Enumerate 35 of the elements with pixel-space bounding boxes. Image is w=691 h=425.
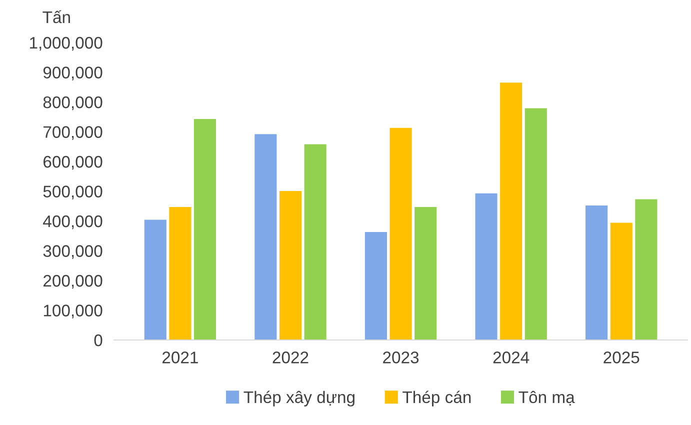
bar [304, 144, 326, 340]
x-tick-label: 2025 [604, 352, 640, 364]
legend-label: Thép cán [402, 390, 471, 406]
bar [144, 220, 166, 340]
y-tick-label: 100,000 [44, 304, 102, 318]
bar [279, 190, 302, 340]
y-tick-label: 300,000 [43, 245, 102, 259]
bar [364, 232, 387, 340]
bar [500, 82, 522, 340]
y-axis-title: Tấn [42, 10, 70, 24]
bar [194, 118, 216, 340]
y-tick-label: 500,000 [43, 186, 102, 200]
y-tick-label: 900,000 [43, 66, 102, 80]
bar [390, 128, 412, 340]
x-tick-label: 2022 [272, 352, 308, 364]
y-tick-label: 1,000,000 [30, 36, 102, 51]
y-tick-label: 200,000 [44, 274, 102, 289]
bar [414, 207, 437, 340]
legend-label: Thép xây dựng [244, 390, 354, 406]
bar [254, 134, 277, 340]
y-tick-label: 700,000 [44, 126, 102, 140]
bar [610, 222, 632, 340]
x-tick-label: 2021 [162, 352, 198, 364]
y-tick-label: 800,000 [43, 96, 102, 110]
y-tick-label: 400,000 [43, 215, 102, 230]
y-tick-label: 600,000 [44, 156, 102, 170]
bar [524, 108, 547, 340]
bar [169, 207, 192, 340]
bar [586, 206, 608, 340]
legend-label: Tôn mạ [518, 390, 575, 406]
bar [475, 193, 498, 340]
y-tick-label: 0 [94, 334, 102, 346]
x-tick-label: 2024 [493, 352, 530, 364]
x-tick-label: 2023 [383, 352, 419, 364]
bar [635, 199, 658, 340]
